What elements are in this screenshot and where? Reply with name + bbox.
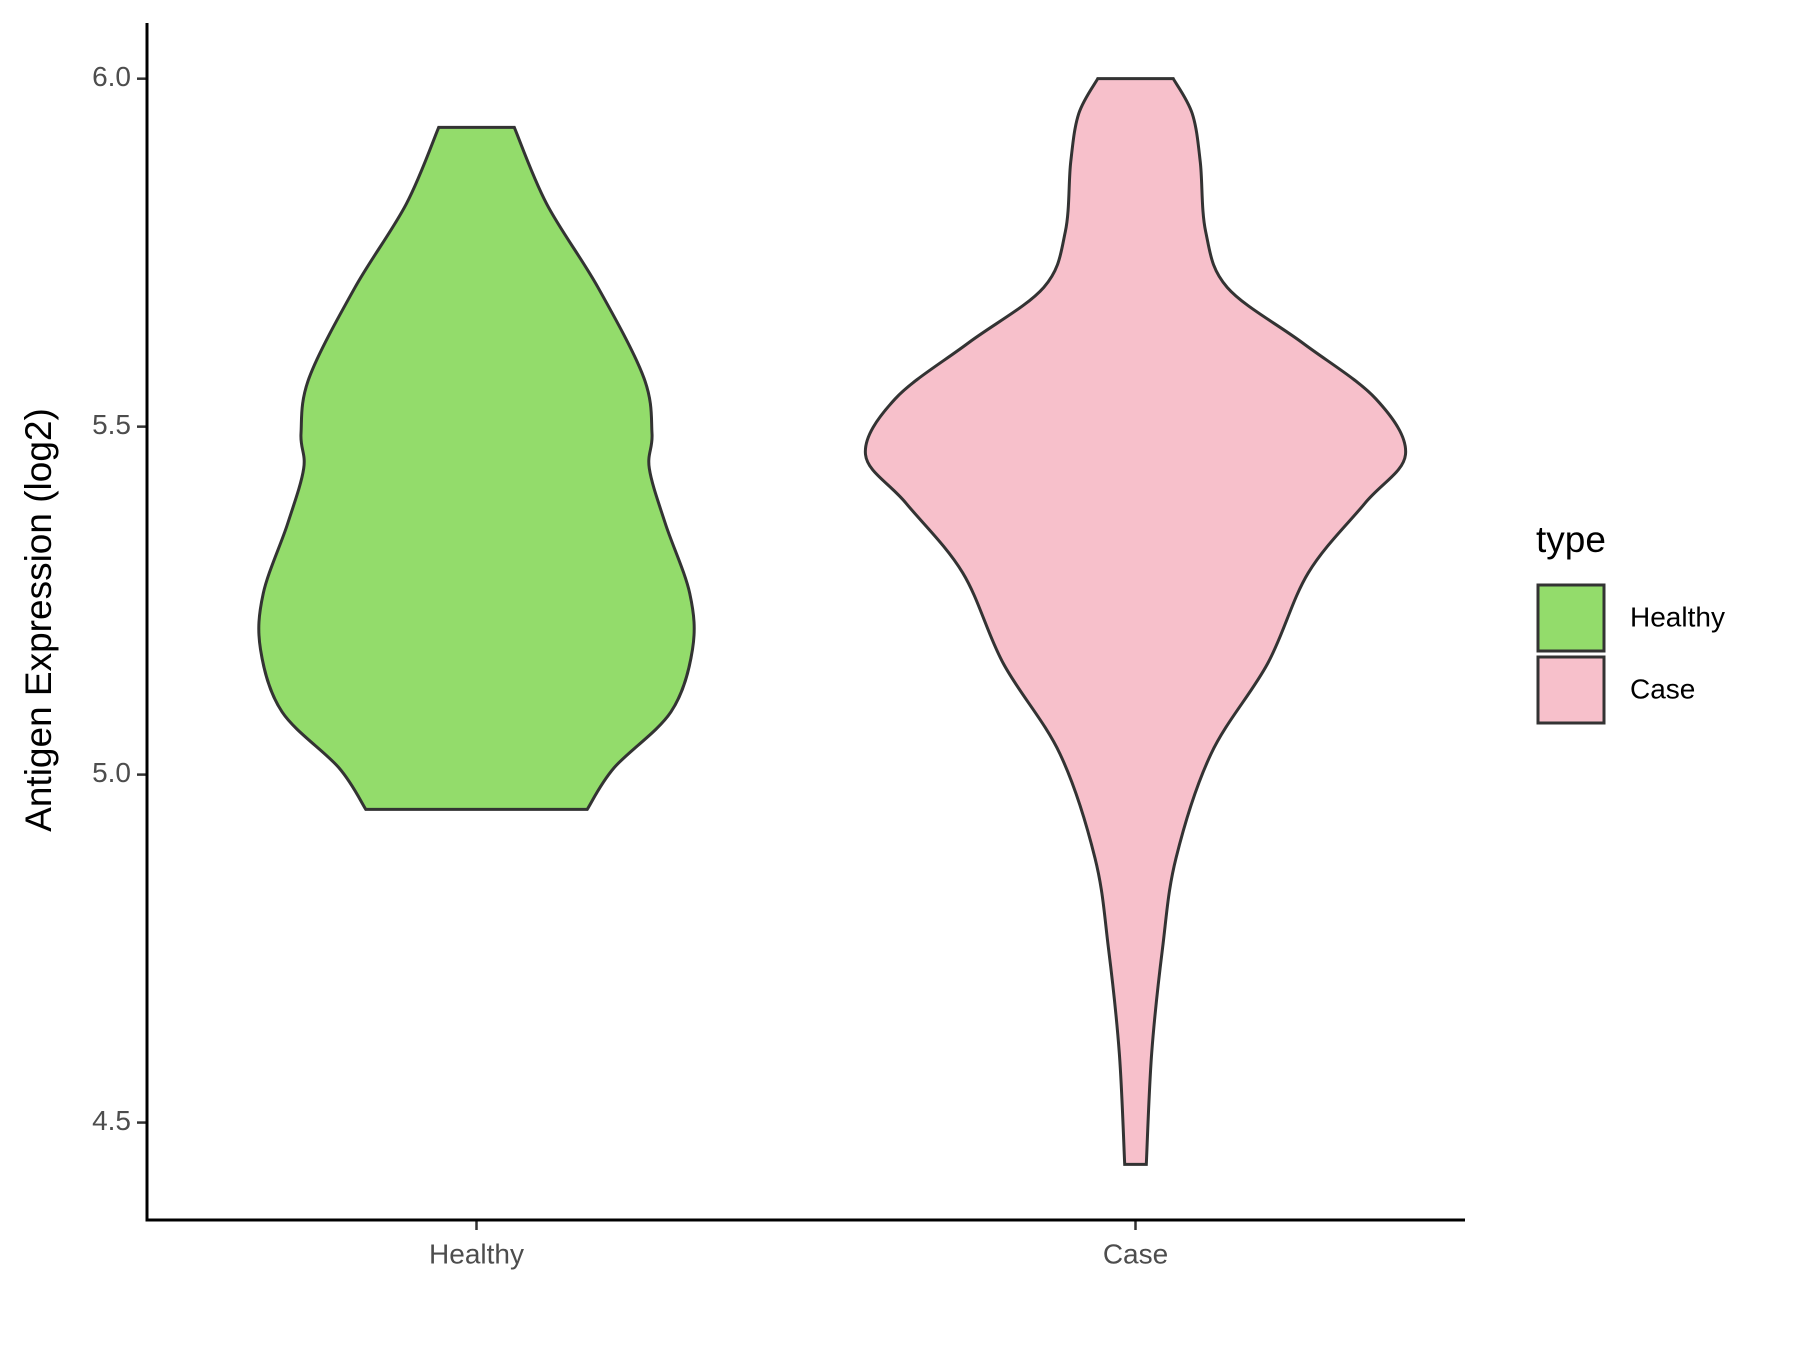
y-tick-label: 5.0 (92, 757, 131, 788)
legend-key (1536, 655, 1606, 725)
violin-body (257, 125, 696, 811)
y-tick-label: 5.5 (92, 409, 131, 440)
x-tick-label: Case (1103, 1238, 1168, 1269)
legend-label: Healthy (1630, 601, 1725, 632)
y-axis-title: Antigen Expression (log2) (18, 408, 59, 832)
y-tick-label: 6.0 (92, 61, 131, 92)
legend-title: type (1536, 519, 1606, 560)
x-tick-label: Healthy (429, 1238, 524, 1269)
legend-key (1536, 583, 1606, 653)
y-tick-label: 4.5 (92, 1105, 131, 1136)
legend-label: Case (1630, 673, 1695, 704)
violin-body (863, 77, 1408, 1166)
